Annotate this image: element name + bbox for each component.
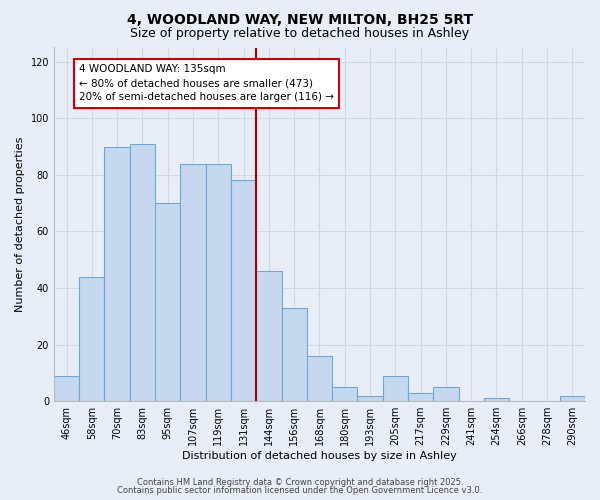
- Bar: [433, 387, 458, 401]
- Text: Contains HM Land Registry data © Crown copyright and database right 2025.: Contains HM Land Registry data © Crown c…: [137, 478, 463, 487]
- Text: Contains public sector information licensed under the Open Government Licence v3: Contains public sector information licen…: [118, 486, 482, 495]
- Bar: [307, 356, 332, 401]
- Bar: [130, 144, 155, 401]
- Bar: [281, 308, 307, 401]
- Bar: [560, 396, 585, 401]
- Bar: [231, 180, 256, 401]
- Bar: [155, 203, 181, 401]
- Bar: [206, 164, 231, 401]
- Text: 4, WOODLAND WAY, NEW MILTON, BH25 5RT: 4, WOODLAND WAY, NEW MILTON, BH25 5RT: [127, 12, 473, 26]
- Bar: [256, 271, 281, 401]
- Bar: [54, 376, 79, 401]
- Bar: [332, 387, 358, 401]
- Y-axis label: Number of detached properties: Number of detached properties: [15, 136, 25, 312]
- Bar: [104, 146, 130, 401]
- X-axis label: Distribution of detached houses by size in Ashley: Distribution of detached houses by size …: [182, 451, 457, 461]
- Bar: [358, 396, 383, 401]
- Bar: [408, 392, 433, 401]
- Bar: [484, 398, 509, 401]
- Bar: [79, 276, 104, 401]
- Text: 4 WOODLAND WAY: 135sqm
← 80% of detached houses are smaller (473)
20% of semi-de: 4 WOODLAND WAY: 135sqm ← 80% of detached…: [79, 64, 334, 102]
- Bar: [181, 164, 206, 401]
- Text: Size of property relative to detached houses in Ashley: Size of property relative to detached ho…: [130, 28, 470, 40]
- Bar: [383, 376, 408, 401]
